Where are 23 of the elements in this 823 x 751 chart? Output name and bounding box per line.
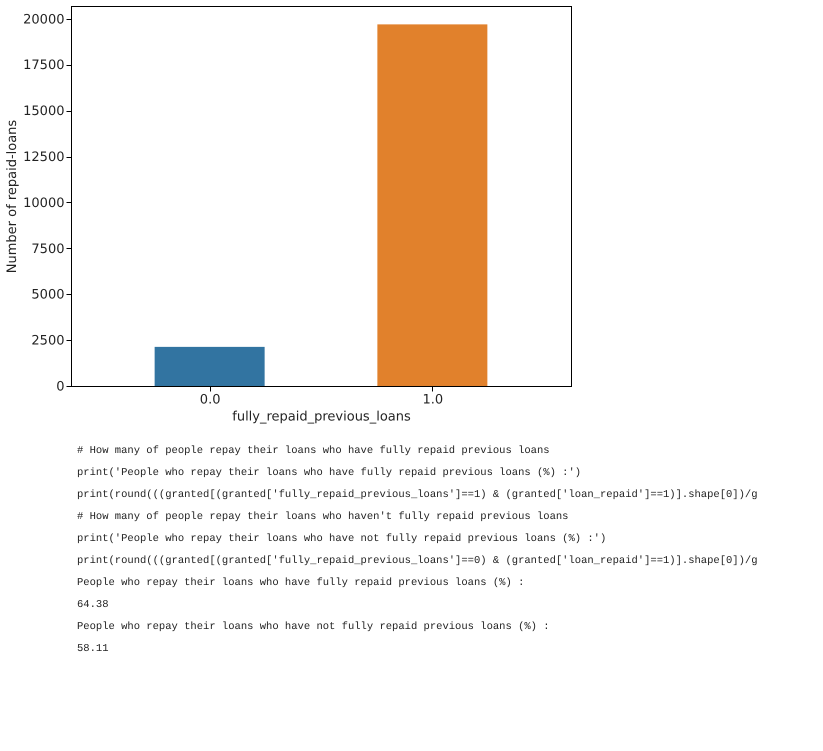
y-axis-title: Number of repaid-loans (5, 120, 20, 274)
y-tick-label: 17500 (23, 58, 64, 74)
y-tick-label: 2500 (31, 334, 64, 349)
y-tick-label: 0 (56, 380, 64, 394)
text: People who repay their loans who have not fully repaid previous loans (%) : (77, 621, 550, 633)
text: 58.11 (77, 643, 109, 655)
y-tick-label: 20000 (23, 12, 64, 28)
text: print('People who repay their loans who have not fully repaid previous loans (%) :') (77, 533, 606, 545)
y-tick-label: 10000 (23, 196, 64, 211)
x-axis-title: fully_repaid_previous_loans (232, 410, 411, 424)
text: 64.38 (77, 599, 109, 611)
text: # How many of people repay their loans who have fully repaid previous loans (77, 445, 550, 457)
text: print(round(((granted[(granted['fully_repaid_previous_loans']==1) & (granted['loan_repaid']==1)].shape[0])/g (77, 489, 758, 501)
y-tick-label: 7500 (31, 242, 64, 257)
x-tick-label: 0.0 (200, 392, 220, 408)
text: People who repay their loans who have fully repaid previous loans (%) : (77, 577, 524, 589)
text: print(round(((granted[(granted['fully_repaid_previous_loans']==0) & (granted['loan_repaid']==1)].shape[0])/g (77, 555, 758, 567)
text: print('People who repay their loans who have fully repaid previous loans (%) :') (77, 467, 582, 479)
y-tick-label: 5000 (31, 288, 64, 303)
y-tick-label: 12500 (23, 150, 64, 166)
y-tick-label: 15000 (23, 104, 64, 120)
text: # How many of people repay their loans who haven't fully repaid previous loans (77, 511, 568, 523)
x-tick-label: 1.0 (422, 392, 444, 408)
